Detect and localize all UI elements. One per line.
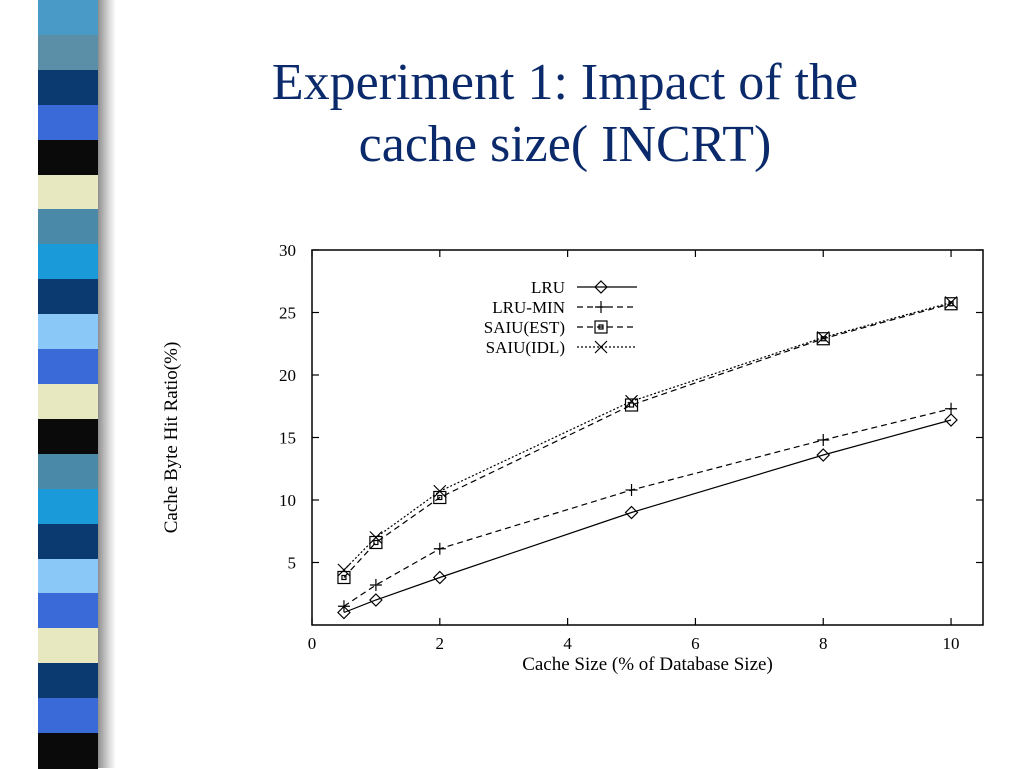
- y-axis-label: Cache Byte Hit Ratio(%): [161, 342, 182, 534]
- data-point: [816, 448, 831, 462]
- stripe-segment: [38, 663, 98, 700]
- stripe-segment: [38, 34, 98, 71]
- data-point: [432, 570, 447, 585]
- series-saiu-idl-: [337, 296, 958, 577]
- data-point-box: [816, 332, 830, 346]
- data-point: [337, 563, 351, 577]
- series-line: [343, 301, 952, 571]
- legend-label: SAIU(IDL): [486, 338, 565, 357]
- y-tick-label: 10: [279, 491, 296, 510]
- data-point: [625, 394, 638, 408]
- series-lru: [337, 413, 958, 620]
- plot-frame: [311, 249, 984, 626]
- data-point: [625, 484, 638, 496]
- data-point-inner: [437, 494, 443, 501]
- data-point: [816, 331, 830, 344]
- y-tick-label: 15: [279, 429, 296, 448]
- line-chart: 0 2 4 6 8 10 5 10 15 20 25 30 Cache Size (% of Datab…: [161, 241, 984, 675]
- stripe-segment: [38, 279, 98, 316]
- x-tick-label: 8: [819, 634, 828, 653]
- data-point: [594, 320, 608, 334]
- y-tick-label: 30: [279, 241, 296, 260]
- data-point: [944, 296, 958, 309]
- stripe-segment: [38, 139, 98, 176]
- x-tick-label: 10: [943, 634, 960, 653]
- data-point: [369, 593, 383, 607]
- x-tick-label: 6: [691, 634, 700, 653]
- stripe-segment: [38, 244, 98, 281]
- data-point-box: [594, 320, 608, 334]
- stripe-shadow: [98, 0, 116, 768]
- data-point: [595, 301, 607, 313]
- data-point: [624, 505, 639, 520]
- data-point: [369, 535, 383, 550]
- stripe-segment: [38, 523, 98, 560]
- y-tick-label: 25: [279, 304, 296, 323]
- data-point: [817, 434, 830, 446]
- data-point: [433, 542, 446, 555]
- x-tick-label: 2: [436, 634, 445, 653]
- stripe-segment: [38, 209, 98, 246]
- x-axis-label: Cache Size (% of Database Size): [522, 654, 773, 675]
- slide-title: Experiment 1: Impact of the cache size( …: [271, 54, 859, 173]
- stripe-segment: [38, 69, 98, 106]
- series-line: [343, 419, 952, 614]
- data-point-inner: [598, 324, 604, 330]
- series-line: [343, 303, 952, 578]
- series-saiu-est-: [337, 297, 958, 585]
- stripe-segment: [38, 698, 98, 735]
- data-point-inner: [628, 402, 635, 408]
- data-point-box: [624, 398, 639, 412]
- series-line: [343, 408, 952, 607]
- stripe-segment: [38, 174, 98, 211]
- legend-label: LRU: [531, 278, 565, 297]
- stripe-segment: [38, 418, 98, 455]
- x-tick-label: 4: [563, 634, 572, 653]
- data-point-inner: [373, 539, 379, 546]
- y-tick-label: 20: [279, 366, 296, 385]
- stripe-segment: [38, 0, 98, 36]
- data-point: [594, 280, 608, 294]
- data-point: [433, 484, 447, 498]
- data-point: [944, 413, 958, 427]
- y-tick-label: 5: [288, 554, 297, 573]
- data-point: [337, 570, 351, 585]
- data-point: [369, 579, 382, 591]
- stripe-segment: [38, 349, 98, 385]
- stripe-segment: [38, 314, 98, 351]
- legend-label: SAIU(EST): [484, 318, 565, 337]
- data-point: [337, 600, 350, 613]
- data-point-box: [337, 570, 351, 585]
- stripe-segment: [38, 488, 98, 525]
- data-point: [369, 531, 383, 544]
- data-point-box: [369, 535, 383, 550]
- legend-label: LRU-MIN: [492, 298, 565, 317]
- data-point: [594, 340, 608, 354]
- stripe-segment: [38, 558, 98, 595]
- data-point: [624, 398, 639, 412]
- stripe-segment: [38, 733, 98, 769]
- data-point: [945, 402, 958, 415]
- stripe-segment: [38, 593, 98, 630]
- data-point: [337, 605, 351, 620]
- stripe-segment: [38, 384, 98, 420]
- series-lru-min: [337, 402, 958, 613]
- stripe-segment: [38, 104, 98, 141]
- stripe-segment: [38, 453, 98, 490]
- data-point-inner: [341, 574, 347, 581]
- x-tick-label: 0: [308, 634, 317, 653]
- stripe-segment: [38, 628, 98, 665]
- decorative-stripe-bar: [0, 0, 120, 769]
